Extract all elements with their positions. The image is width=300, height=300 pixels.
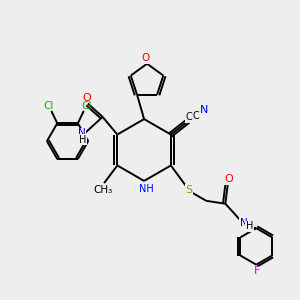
Text: S: S [186, 185, 193, 195]
Text: Cl: Cl [81, 101, 91, 111]
Text: Cl: Cl [43, 101, 54, 111]
Text: O: O [82, 93, 91, 103]
Text: O: O [225, 174, 234, 184]
Text: C: C [185, 112, 192, 122]
Text: N: N [200, 105, 208, 115]
Text: O: O [142, 53, 150, 63]
Text: C: C [193, 111, 200, 121]
Text: CH₃: CH₃ [93, 184, 112, 195]
Text: H: H [246, 221, 253, 231]
Text: N: N [240, 218, 248, 228]
Text: N: N [78, 128, 86, 138]
Text: F: F [254, 266, 260, 276]
Text: N: N [198, 106, 206, 117]
Text: NH: NH [139, 184, 154, 194]
Text: H: H [79, 134, 86, 145]
